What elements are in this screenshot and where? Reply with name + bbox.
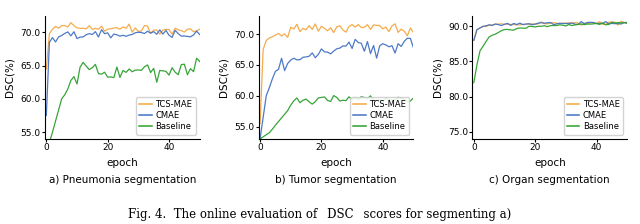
- Y-axis label: DSC(%): DSC(%): [5, 57, 15, 97]
- Text: a) Pneumonia segmentation: a) Pneumonia segmentation: [49, 175, 196, 185]
- Legend: TCS-MAE, CMAE, Baseline: TCS-MAE, CMAE, Baseline: [564, 97, 623, 135]
- Y-axis label: DSC(%): DSC(%): [219, 57, 228, 97]
- Text: Fig. 4.  The online evaluation of   DSC   scores for segmenting a): Fig. 4. The online evaluation of DSC sco…: [129, 208, 511, 221]
- X-axis label: epoch: epoch: [320, 158, 352, 168]
- Text: b) Tumor segmentation: b) Tumor segmentation: [275, 175, 397, 185]
- Legend: TCS-MAE, CMAE, Baseline: TCS-MAE, CMAE, Baseline: [350, 97, 410, 135]
- Legend: TCS-MAE, CMAE, Baseline: TCS-MAE, CMAE, Baseline: [136, 97, 196, 135]
- X-axis label: epoch: epoch: [106, 158, 138, 168]
- Y-axis label: DSC(%): DSC(%): [433, 57, 442, 97]
- Text: c) Organ segmentation: c) Organ segmentation: [490, 175, 610, 185]
- X-axis label: epoch: epoch: [534, 158, 566, 168]
